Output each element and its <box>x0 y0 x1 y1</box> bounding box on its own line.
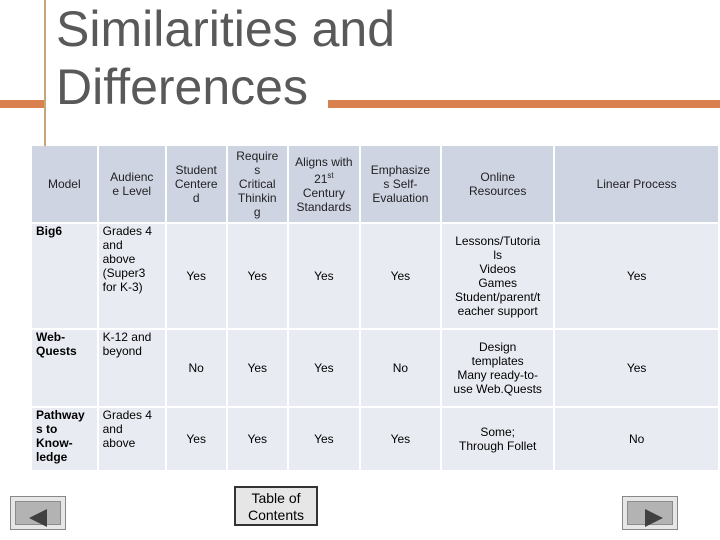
header-student-centered: Student Centere d <box>166 146 226 222</box>
cell-student-centered: No <box>166 330 226 406</box>
cell-self-evaluation: Yes <box>360 408 441 470</box>
cell-model: Pathway s to Know- ledge <box>32 408 97 470</box>
cell-self-evaluation: No <box>360 330 441 406</box>
cell-audience: Grades 4 and above (Super3 for K-3) <box>98 224 165 328</box>
title-line-2: Differences <box>56 59 308 115</box>
title-line-1: Similarities and <box>56 1 396 57</box>
header-21st-century: Aligns with 21st Century Standards <box>289 146 359 222</box>
header-self-evaluation: Emphasize s Self- Evaluation <box>360 146 441 222</box>
cell-21st-century: Yes <box>289 224 359 328</box>
header-online-resources: Online Resources <box>442 146 554 222</box>
header-audience-level: Audienc e Level <box>98 146 165 222</box>
cell-model: Big6 <box>32 224 97 328</box>
table-of-contents-button[interactable]: Table of Contents <box>234 486 318 526</box>
header-critical-thinking: Require s Critical Thinkin g <box>227 146 288 222</box>
cell-critical-thinking: Yes <box>227 224 288 328</box>
cell-online-resources: Design templates Many ready-to- use Web.… <box>442 330 554 406</box>
cell-self-evaluation: Yes <box>360 224 441 328</box>
header-linear-process: Linear Process <box>555 146 718 222</box>
comparison-table: Model Audienc e Level Student Centere d … <box>30 144 720 472</box>
cell-online-resources: Some; Through Follet <box>442 408 554 470</box>
cell-linear-process: Yes <box>555 330 718 406</box>
accent-bar-right <box>328 100 720 108</box>
cell-linear-process: No <box>555 408 718 470</box>
cell-student-centered: Yes <box>166 224 226 328</box>
page-title: Similarities and Differences <box>56 0 536 116</box>
cell-model: Web- Quests <box>32 330 97 406</box>
triangle-right-icon <box>645 509 663 527</box>
table-row: Pathway s to Know- ledge Grades 4 and ab… <box>32 408 718 470</box>
next-button-face <box>627 501 673 527</box>
triangle-left-icon <box>29 509 47 527</box>
cell-21st-century: Yes <box>289 330 359 406</box>
table-header-row: Model Audienc e Level Student Centere d … <box>32 146 718 222</box>
previous-slide-button[interactable] <box>10 496 66 530</box>
previous-button-face <box>15 501 61 527</box>
accent-bar-left <box>0 100 44 108</box>
cell-critical-thinking: Yes <box>227 408 288 470</box>
table-row: Big6 Grades 4 and above (Super3 for K-3)… <box>32 224 718 328</box>
accent-vertical-line <box>44 0 46 220</box>
cell-audience: Grades 4 and above <box>98 408 165 470</box>
cell-21st-century: Yes <box>289 408 359 470</box>
cell-linear-process: Yes <box>555 224 718 328</box>
header-model: Model <box>32 146 97 222</box>
table-row: Web- Quests K-12 and beyond No Yes Yes N… <box>32 330 718 406</box>
next-slide-button[interactable] <box>622 496 678 530</box>
cell-student-centered: Yes <box>166 408 226 470</box>
cell-audience: K-12 and beyond <box>98 330 165 406</box>
cell-online-resources: Lessons/Tutoria ls Videos Games Student/… <box>442 224 554 328</box>
cell-critical-thinking: Yes <box>227 330 288 406</box>
